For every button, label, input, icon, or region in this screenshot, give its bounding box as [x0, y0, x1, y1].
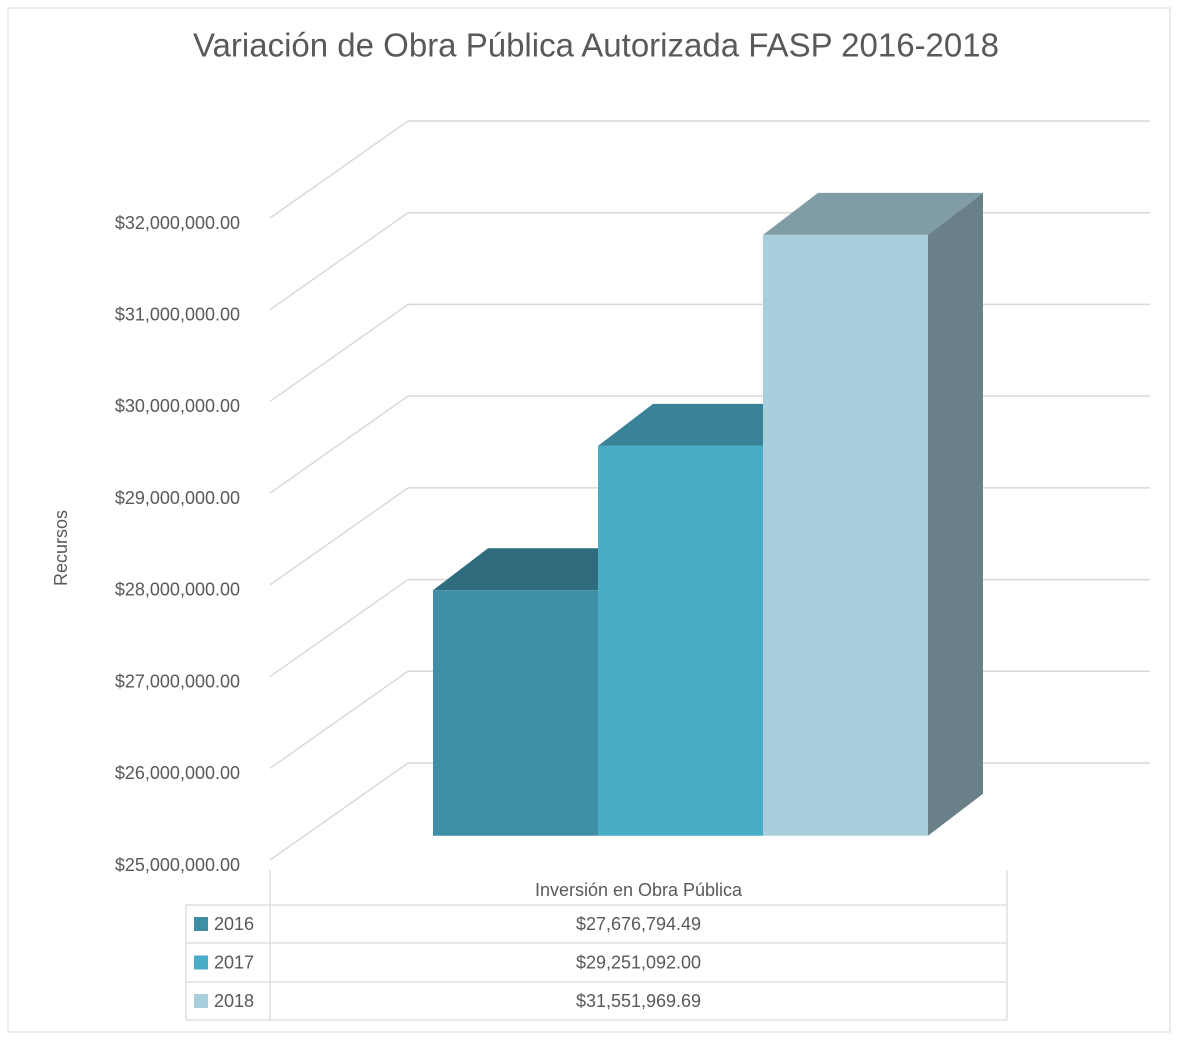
- legend-swatch: [194, 955, 208, 970]
- grid-line: [269, 212, 409, 311]
- value-label: $31,551,969.69: [576, 991, 701, 1011]
- grid-line: [269, 395, 409, 494]
- y-tick-label: $30,000,000.00: [115, 396, 240, 416]
- bar-side: [928, 192, 983, 836]
- legend-label: 2018: [214, 991, 254, 1011]
- legend-swatch: [194, 994, 208, 1008]
- y-tick-label: $28,000,000.00: [115, 580, 240, 600]
- legend-label: 2017: [214, 952, 254, 972]
- grid-line: [269, 762, 409, 861]
- chart-title: Variación de Obra Pública Autorizada FAS…: [193, 27, 999, 64]
- value-label: $29,251,092.00: [576, 952, 701, 972]
- y-tick-label: $25,000,000.00: [115, 855, 240, 875]
- grid-line: [269, 670, 409, 769]
- grid-line: [269, 120, 409, 219]
- chart-border: [7, 7, 1171, 1033]
- legend-label: 2016: [214, 914, 254, 934]
- table-header: Inversión en Obra Pública: [535, 880, 743, 900]
- grid-line: [269, 303, 409, 403]
- bar: [763, 234, 928, 836]
- y-tick-label: $29,000,000.00: [115, 488, 240, 508]
- bar: [598, 445, 763, 836]
- grid-line: [269, 487, 409, 586]
- y-tick-label: $26,000,000.00: [115, 763, 240, 783]
- bar: [433, 590, 598, 836]
- bar-top: [763, 192, 983, 235]
- y-tick-label: $27,000,000.00: [115, 671, 240, 691]
- y-axis-label: Recursos: [51, 510, 71, 586]
- y-tick-label: $32,000,000.00: [115, 213, 240, 233]
- grid-line: [269, 578, 409, 678]
- value-label: $27,676,794.49: [576, 914, 701, 934]
- y-tick-label: $31,000,000.00: [115, 304, 240, 324]
- legend-swatch: [194, 917, 208, 931]
